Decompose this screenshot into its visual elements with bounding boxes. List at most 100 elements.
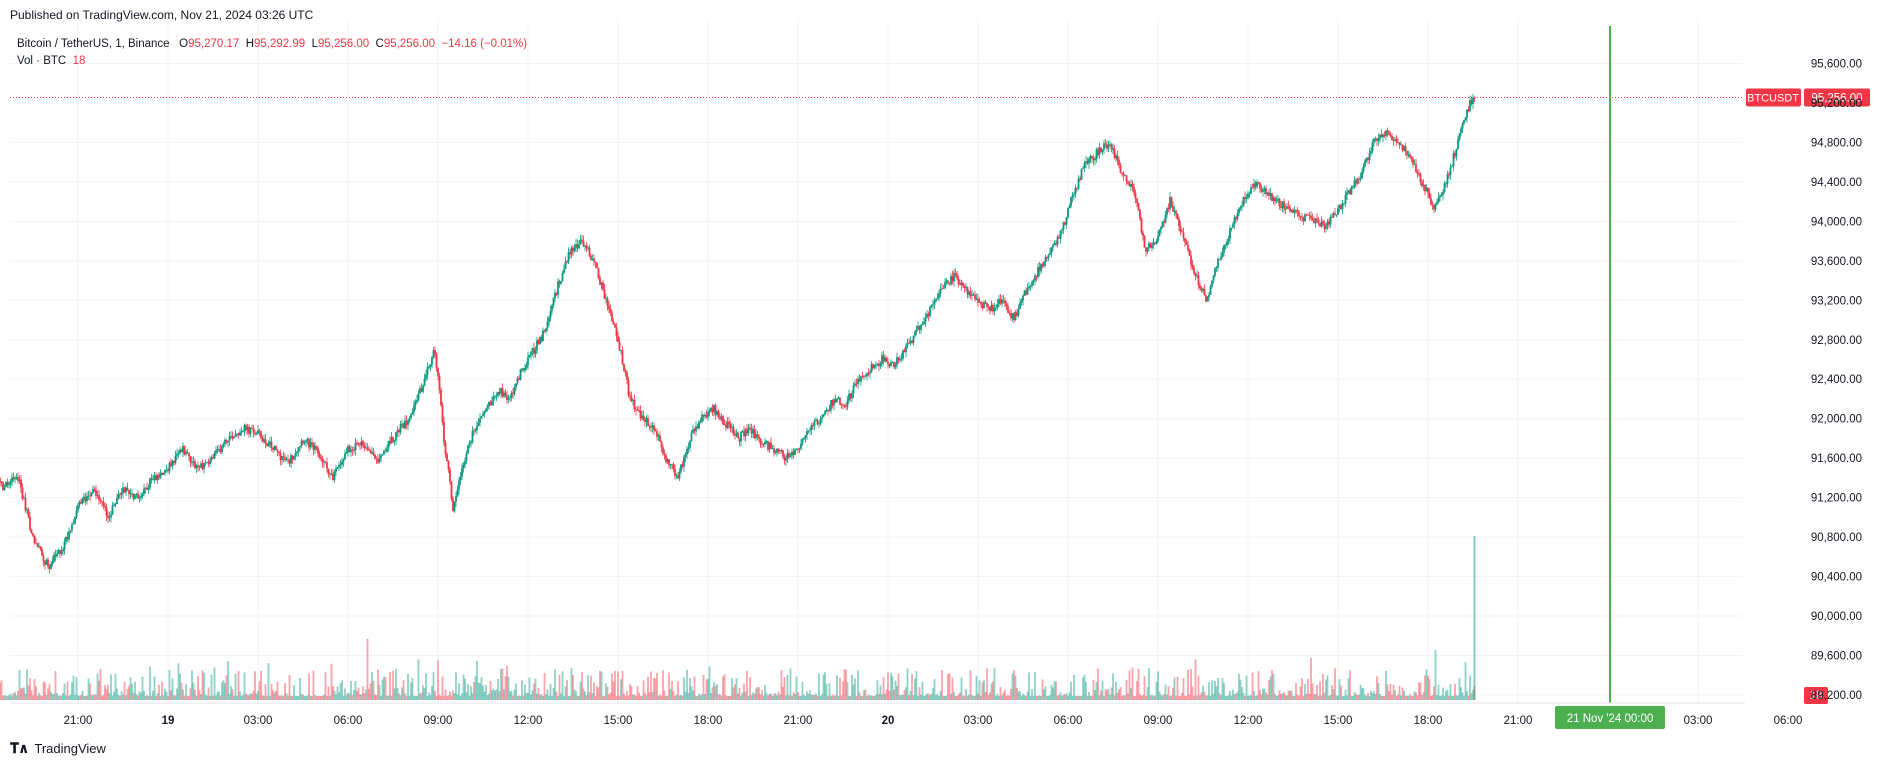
candle-body <box>605 298 607 300</box>
volume-bar <box>930 694 933 700</box>
candle-body <box>819 418 822 424</box>
candle-body <box>620 350 622 352</box>
volume-bar <box>323 694 325 700</box>
volume-bar <box>305 695 307 700</box>
candle-body <box>641 415 643 419</box>
volume-bar <box>564 686 567 700</box>
candle-body <box>1460 128 1462 134</box>
candle-body <box>1035 275 1038 278</box>
candle-body <box>273 446 276 450</box>
volume-bar <box>615 696 618 700</box>
volume-bar <box>716 684 718 700</box>
candle-body <box>449 469 451 482</box>
volume-bar <box>378 684 381 700</box>
volume-bar <box>474 676 477 700</box>
volume-bar <box>1349 670 1351 700</box>
volume-bar <box>1142 695 1144 700</box>
candle-body <box>1161 221 1164 228</box>
candle-body <box>143 488 145 494</box>
candle-body <box>1055 242 1057 245</box>
candle-body <box>509 397 511 399</box>
candle-body <box>284 457 286 461</box>
volume-bar <box>1091 695 1093 700</box>
volume-bar <box>416 696 418 700</box>
volume-bar <box>452 690 454 700</box>
candle-body <box>1295 210 1297 211</box>
volume-bar <box>1251 672 1254 700</box>
volume-bar <box>552 687 555 700</box>
volume-bar <box>1335 695 1338 700</box>
volume-bar <box>510 690 513 700</box>
legend-volume-label[interactable]: Vol · BTC <box>17 55 67 67</box>
volume-bar <box>753 693 756 700</box>
volume-bar <box>126 688 129 700</box>
candle-body <box>1281 201 1284 208</box>
volume-bar <box>299 677 301 700</box>
volume-bar <box>809 690 811 700</box>
candle-body <box>1149 243 1152 248</box>
volume-bar <box>2 695 4 700</box>
candle-body <box>495 395 498 397</box>
volume-bar <box>380 695 382 700</box>
candle-body <box>486 406 489 409</box>
candle-body <box>557 281 559 295</box>
candle-body <box>38 546 40 547</box>
volume-bar <box>353 689 355 700</box>
volume-bar <box>462 674 465 700</box>
volume-bar <box>914 678 916 700</box>
candle-body <box>72 523 75 525</box>
candle-body <box>1272 197 1275 201</box>
volume-bar <box>645 695 648 700</box>
volume-bar <box>389 672 391 700</box>
volume-bar <box>1019 691 1021 700</box>
candle-body <box>1106 144 1108 149</box>
candle-body <box>498 391 501 394</box>
volume-bar <box>1200 692 1203 700</box>
candle-body <box>591 258 594 261</box>
volume-bar <box>155 695 157 700</box>
volume-bar <box>708 666 711 700</box>
volume-bar <box>225 675 228 700</box>
candle-body <box>776 448 778 453</box>
candle-body <box>311 442 313 444</box>
candle-body <box>1202 288 1204 291</box>
candle-body <box>53 554 55 562</box>
volume-bar <box>489 680 492 700</box>
candle-body <box>357 443 360 445</box>
volume-bar <box>1415 692 1417 700</box>
volume-bar <box>1338 679 1341 700</box>
volume-bar <box>92 695 94 700</box>
footer-brand[interactable]: 𝐓∧ TradingView <box>10 740 106 757</box>
candle-body <box>608 305 610 310</box>
candle-body <box>95 489 97 496</box>
volume-bar <box>1376 676 1378 700</box>
volume-bar <box>905 687 907 700</box>
legend-row-main: Bitcoin / TetherUS, 1, Binance O95,270.1… <box>17 36 527 53</box>
volume-bar <box>659 694 661 700</box>
volume-bar <box>516 695 519 700</box>
candle-body <box>417 393 420 400</box>
candle-body <box>123 487 126 493</box>
volume-bar <box>1242 692 1245 700</box>
candle-body <box>618 342 621 351</box>
candle-body <box>1469 100 1471 112</box>
candle-body <box>371 451 373 453</box>
volume-bar <box>336 686 339 700</box>
candle-body <box>17 477 19 481</box>
candle-body <box>734 435 736 436</box>
volume-bar <box>831 694 834 700</box>
legend-symbol[interactable]: Bitcoin / TetherUS, 1, Binance <box>17 38 170 50</box>
volume-bar <box>591 693 594 700</box>
candle-body <box>395 432 397 441</box>
candle-body <box>1422 184 1425 186</box>
volume-bar <box>1025 695 1027 700</box>
volume-bar <box>1442 687 1444 700</box>
candle-body <box>1263 188 1266 190</box>
candle-body <box>248 426 250 434</box>
candle-body <box>173 460 175 464</box>
volume-bar <box>1328 695 1330 700</box>
volume-bar <box>494 690 496 700</box>
volume-bar <box>899 695 901 700</box>
